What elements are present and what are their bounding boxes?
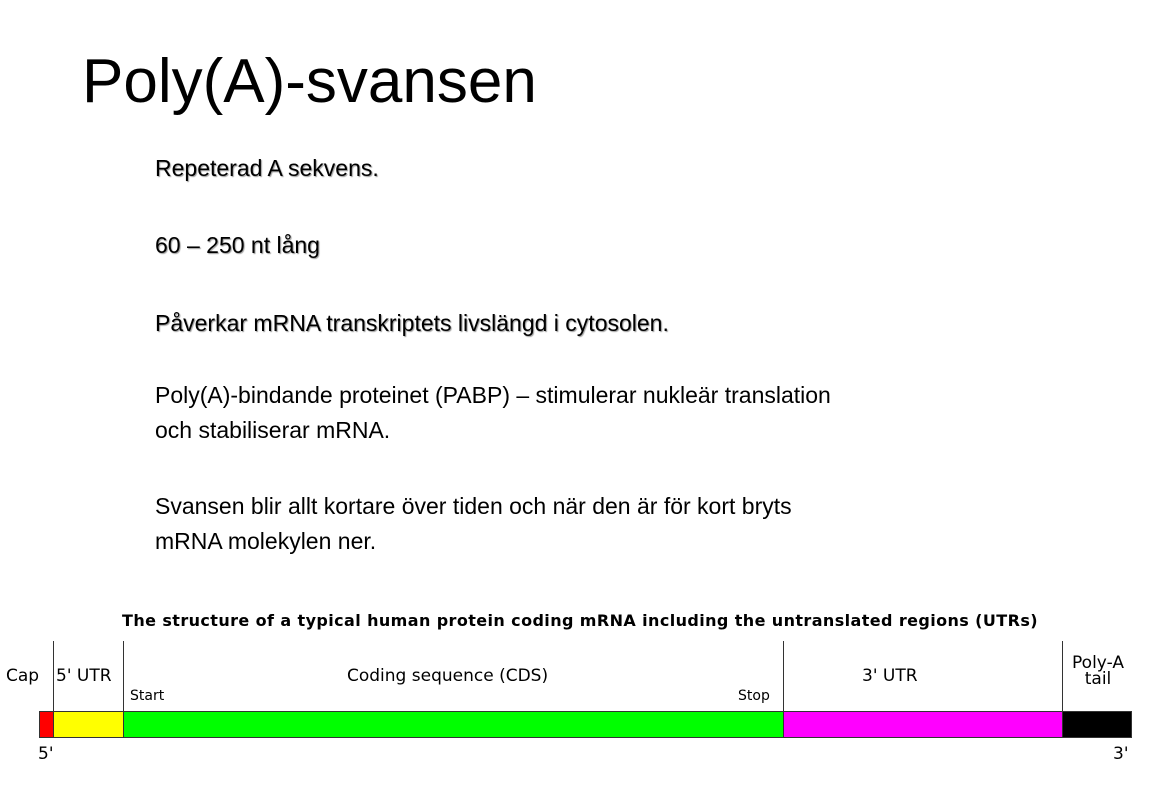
polya-segment: [1062, 711, 1132, 738]
bullet-length: 60 – 250 nt lång: [155, 232, 320, 258]
five-utr-segment: [53, 711, 124, 738]
bullet-shortening: Svansen blir allt kortare över tiden och…: [155, 489, 792, 559]
polya-label-line1: Poly-A: [1072, 653, 1124, 673]
cds-label: Coding sequence (CDS): [347, 666, 549, 686]
bullet-pabp-line1: Poly(A)-bindande proteinet (PABP) – stim…: [155, 382, 831, 408]
slide-title: Poly(A)-svansen: [82, 47, 537, 116]
diagram-title: The structure of a typical human protein…: [122, 611, 1038, 630]
five-prime-label: 5': [38, 744, 54, 764]
cap-label: Cap: [6, 666, 40, 686]
bullet-lifetime: Påverkar mRNA transkriptets livslängd i …: [155, 310, 669, 336]
polya-label-line2: tail: [1084, 669, 1112, 689]
stop-label: Stop: [738, 688, 770, 704]
five-utr-label: 5' UTR: [56, 666, 112, 686]
bullet-repeated-sequence: Repeterad A sekvens.: [155, 155, 379, 181]
bullet-shortening-line2: mRNA molekylen ner.: [155, 528, 377, 554]
cds-segment: [123, 711, 784, 738]
start-label: Start: [130, 688, 165, 704]
polya-tail-label: Poly-A tail: [1066, 653, 1130, 689]
divider-stop: [783, 641, 784, 712]
divider-polya: [1062, 641, 1063, 712]
divider-cap-utr: [53, 641, 54, 712]
cap-segment: [39, 711, 54, 738]
three-utr-label: 3' UTR: [862, 666, 918, 686]
bullet-pabp: Poly(A)-bindande proteinet (PABP) – stim…: [155, 378, 831, 448]
divider-start: [123, 641, 124, 712]
bullet-pabp-line2: och stabiliserar mRNA.: [155, 417, 391, 443]
three-utr-segment: [783, 711, 1063, 738]
three-prime-label: 3': [1113, 744, 1129, 764]
bullet-shortening-line1: Svansen blir allt kortare över tiden och…: [155, 493, 792, 519]
